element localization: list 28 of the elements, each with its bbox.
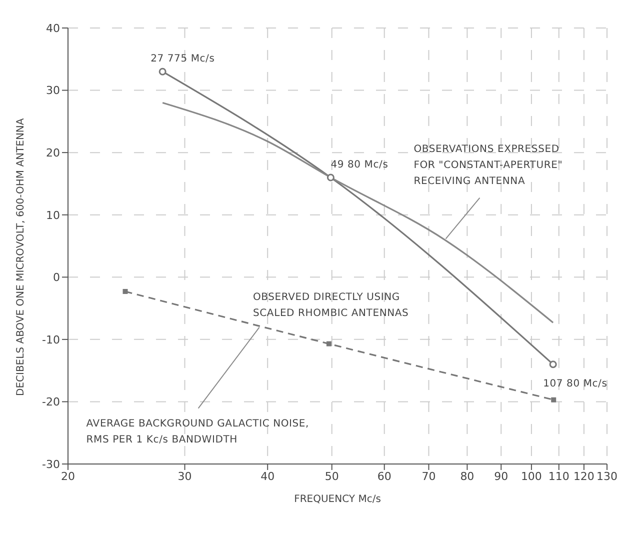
y-tick-label: 40 xyxy=(46,22,60,35)
annotation: OBSERVATIONS EXPRESSED FOR "CONSTANT-APERTURE" RECEIVING ANTENNA xyxy=(414,144,563,187)
x-tick-label: 90 xyxy=(494,470,508,483)
x-tick-label: 60 xyxy=(377,470,392,483)
y-tick-label: -30 xyxy=(42,458,60,471)
x-axis-title: FREQUENCY Mc/s xyxy=(294,494,381,505)
x-tick-label: 100 xyxy=(520,470,542,483)
x-tick-label: 40 xyxy=(260,470,275,483)
x-tick-label: 110 xyxy=(548,470,570,483)
y-tick-label: 10 xyxy=(46,208,60,222)
x-tick-label: 120 xyxy=(573,470,594,483)
annotation: AVERAGE BACKGROUND GALACTIC NOISE, RMS PER 1 Kc/s BANDWIDTH xyxy=(86,418,310,446)
y-axis-title: DECIBELS ABOVE ONE MICROVOLT, 600-OHM ANTENNA xyxy=(16,118,27,396)
x-tick-label: 130 xyxy=(596,470,618,483)
y-tick-label: -20 xyxy=(42,396,60,409)
x-tick-label: 20 xyxy=(61,470,75,483)
annotation: 27 775 Mc/s xyxy=(150,54,215,65)
x-tick-label: 30 xyxy=(178,470,192,483)
x-tick-label: 70 xyxy=(422,470,436,483)
annotation: 49 80 Mc/s xyxy=(330,159,388,170)
y-tick-label: 20 xyxy=(46,146,60,160)
annotation: 107 80 Mc/s xyxy=(543,378,608,390)
x-tick-label: 50 xyxy=(324,470,339,483)
y-tick-label: 30 xyxy=(46,84,60,98)
y-tick-label: 0 xyxy=(53,271,60,284)
annotation: OBSERVED DIRECTLY USING SCALED RHOMBIC ANTENNAS xyxy=(253,291,409,321)
y-tick-label: -10 xyxy=(42,333,60,346)
x-tick-label: 80 xyxy=(460,470,474,483)
